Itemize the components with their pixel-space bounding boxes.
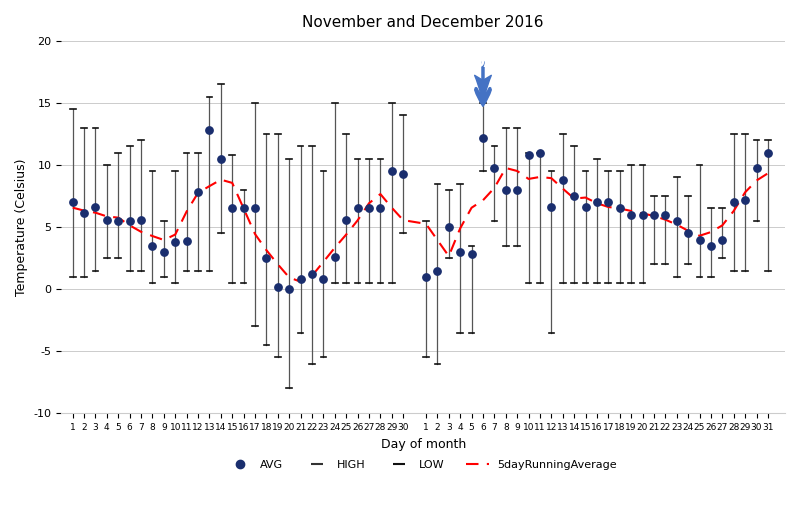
Point [442,223,455,231]
Legend: AVG, HIGH, LOW, 5dayRunningAverage: AVG, HIGH, LOW, 5dayRunningAverage [225,456,622,475]
Point [738,195,751,204]
Point [625,210,638,219]
Point [670,217,683,225]
Point [727,198,740,206]
Point [499,185,512,194]
Point [146,242,159,250]
Point [101,216,114,224]
Point [214,155,227,163]
Point [123,217,136,225]
Point [203,126,216,134]
Point [545,203,558,212]
Point [66,198,79,206]
Point [705,242,718,250]
Point [169,238,182,246]
Point [180,237,193,245]
Point [534,148,546,157]
Point [158,248,170,256]
Point [306,270,318,278]
Point [283,285,296,293]
Point [78,209,90,218]
Point [556,176,569,184]
Point [419,272,432,281]
Point [374,204,386,213]
Point [522,151,535,159]
Point [750,164,763,172]
Point [762,148,774,157]
Point [238,204,250,213]
Point [579,203,592,212]
Point [386,167,398,176]
Point [510,185,523,194]
Point [647,210,660,219]
Point [602,198,614,206]
Point [431,266,444,275]
Title: November and December 2016: November and December 2016 [302,15,544,30]
Text: OA: OA [472,56,494,106]
Point [317,275,330,283]
Y-axis label: Temperature (Celsius): Temperature (Celsius) [15,158,28,296]
Point [614,204,626,213]
Point [488,164,501,172]
Point [112,217,125,225]
Point [636,210,649,219]
X-axis label: Day of month: Day of month [381,438,466,451]
Point [294,275,307,283]
Point [716,235,729,244]
Point [590,198,603,206]
Point [477,133,490,142]
Point [260,254,273,262]
Point [226,204,238,213]
Point [568,192,581,200]
Point [329,253,342,261]
Point [271,282,284,291]
Point [192,188,205,196]
Point [89,203,102,212]
Point [351,204,364,213]
Point [659,210,672,219]
Point [682,229,694,238]
Point [454,248,466,256]
Point [465,250,478,258]
Point [693,235,706,244]
Point [249,204,262,213]
Point [340,216,353,224]
Point [362,204,375,213]
Point [134,216,147,224]
Point [397,169,410,178]
